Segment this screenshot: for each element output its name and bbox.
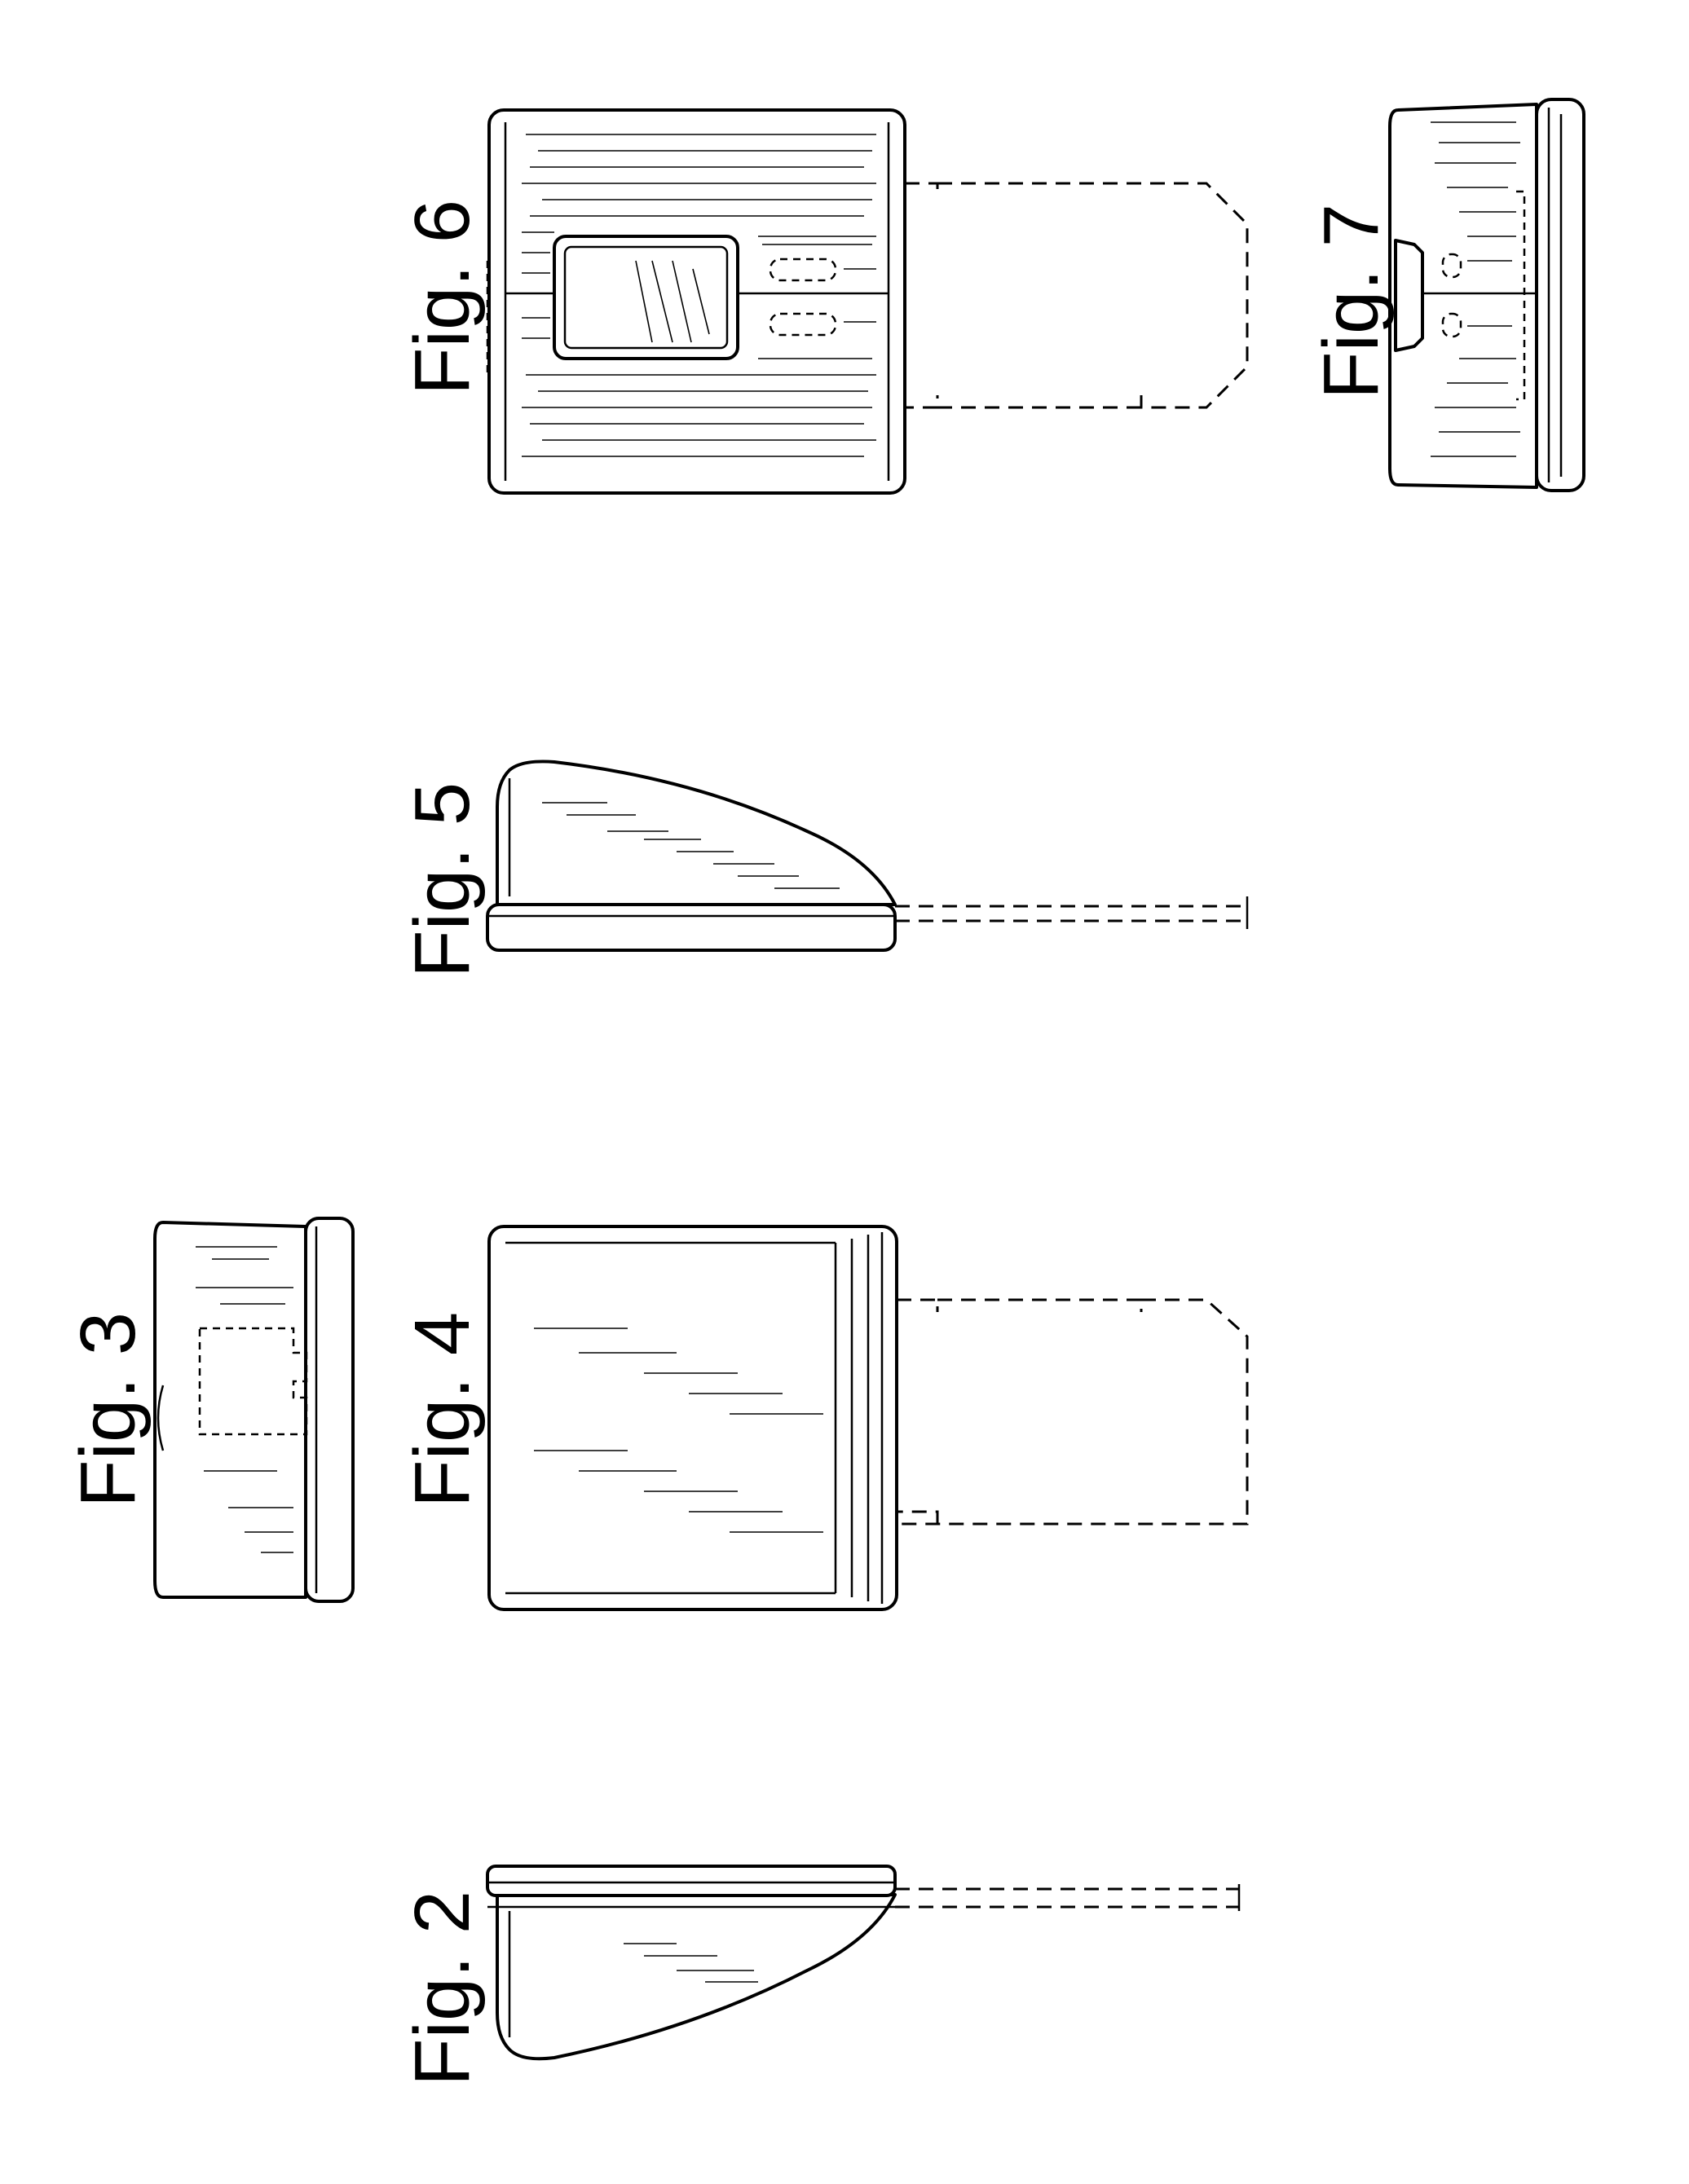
figure-label-6: Fig. 6 <box>399 200 486 395</box>
figure-2-side-view <box>487 1866 1239 2059</box>
figure-label-5: Fig. 5 <box>399 782 486 978</box>
figure-4-bottom-view <box>489 1226 1247 1609</box>
figure-7-end-view <box>1390 99 1584 491</box>
figure-label-3: Fig. 3 <box>64 1312 152 1508</box>
figure-label-7: Fig. 7 <box>1308 204 1395 399</box>
figure-3-end-view <box>155 1218 353 1601</box>
figure-label-2: Fig. 2 <box>399 1891 486 2086</box>
figure-6-top-view <box>487 110 1247 493</box>
figure-5-side-view <box>487 761 1247 950</box>
figure-label-4: Fig. 4 <box>399 1312 486 1508</box>
